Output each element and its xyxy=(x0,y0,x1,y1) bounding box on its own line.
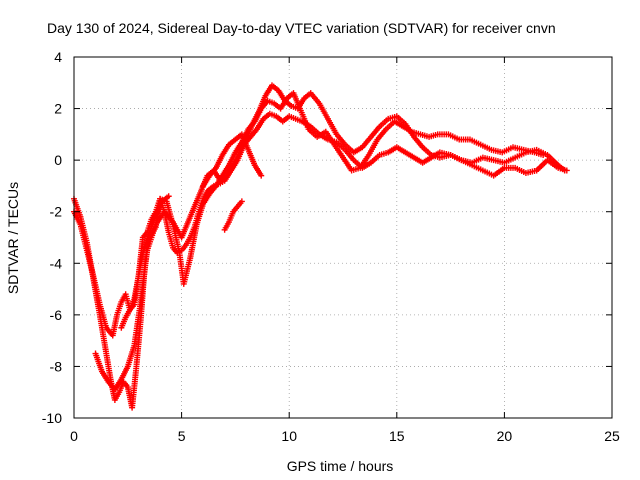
plot-frame xyxy=(73,56,613,419)
x-tick-label: 10 xyxy=(281,428,297,444)
x-tick-label: 5 xyxy=(178,428,186,444)
data-point xyxy=(165,193,172,200)
x-tick-label: 0 xyxy=(70,428,78,444)
y-tick-label: -6 xyxy=(50,307,63,323)
series-track-4 xyxy=(200,131,265,189)
data-points xyxy=(71,82,570,411)
data-point xyxy=(258,172,265,179)
axes xyxy=(73,56,613,419)
x-tick-label: 25 xyxy=(604,428,620,444)
y-tick-label: -8 xyxy=(50,358,63,374)
x-tick-label: 20 xyxy=(497,428,513,444)
data-point xyxy=(561,167,568,174)
series-track-5 xyxy=(221,198,245,233)
y-axis-label: SDTVAR / TECUs xyxy=(5,182,21,294)
y-tick-label: 4 xyxy=(54,49,62,65)
x-axis-label: GPS time / hours xyxy=(287,458,394,474)
chart-title: Day 130 of 2024, Sidereal Day-to-day VTE… xyxy=(47,20,556,36)
data-point xyxy=(238,198,245,205)
y-tick-label: 2 xyxy=(54,101,62,117)
y-tick-label: -2 xyxy=(50,204,63,220)
y-tick-label: -4 xyxy=(50,255,63,271)
y-tick-label: 0 xyxy=(54,152,62,168)
x-tick-label: 15 xyxy=(389,428,405,444)
x-ticks: 0 5 10 15 20 25 xyxy=(70,57,620,444)
series-track-6 xyxy=(118,193,172,331)
series-track-3 xyxy=(92,82,568,393)
y-tick-label: -10 xyxy=(42,410,62,426)
y-ticks: -10 -8 -6 -4 -2 0 2 4 xyxy=(42,49,612,426)
